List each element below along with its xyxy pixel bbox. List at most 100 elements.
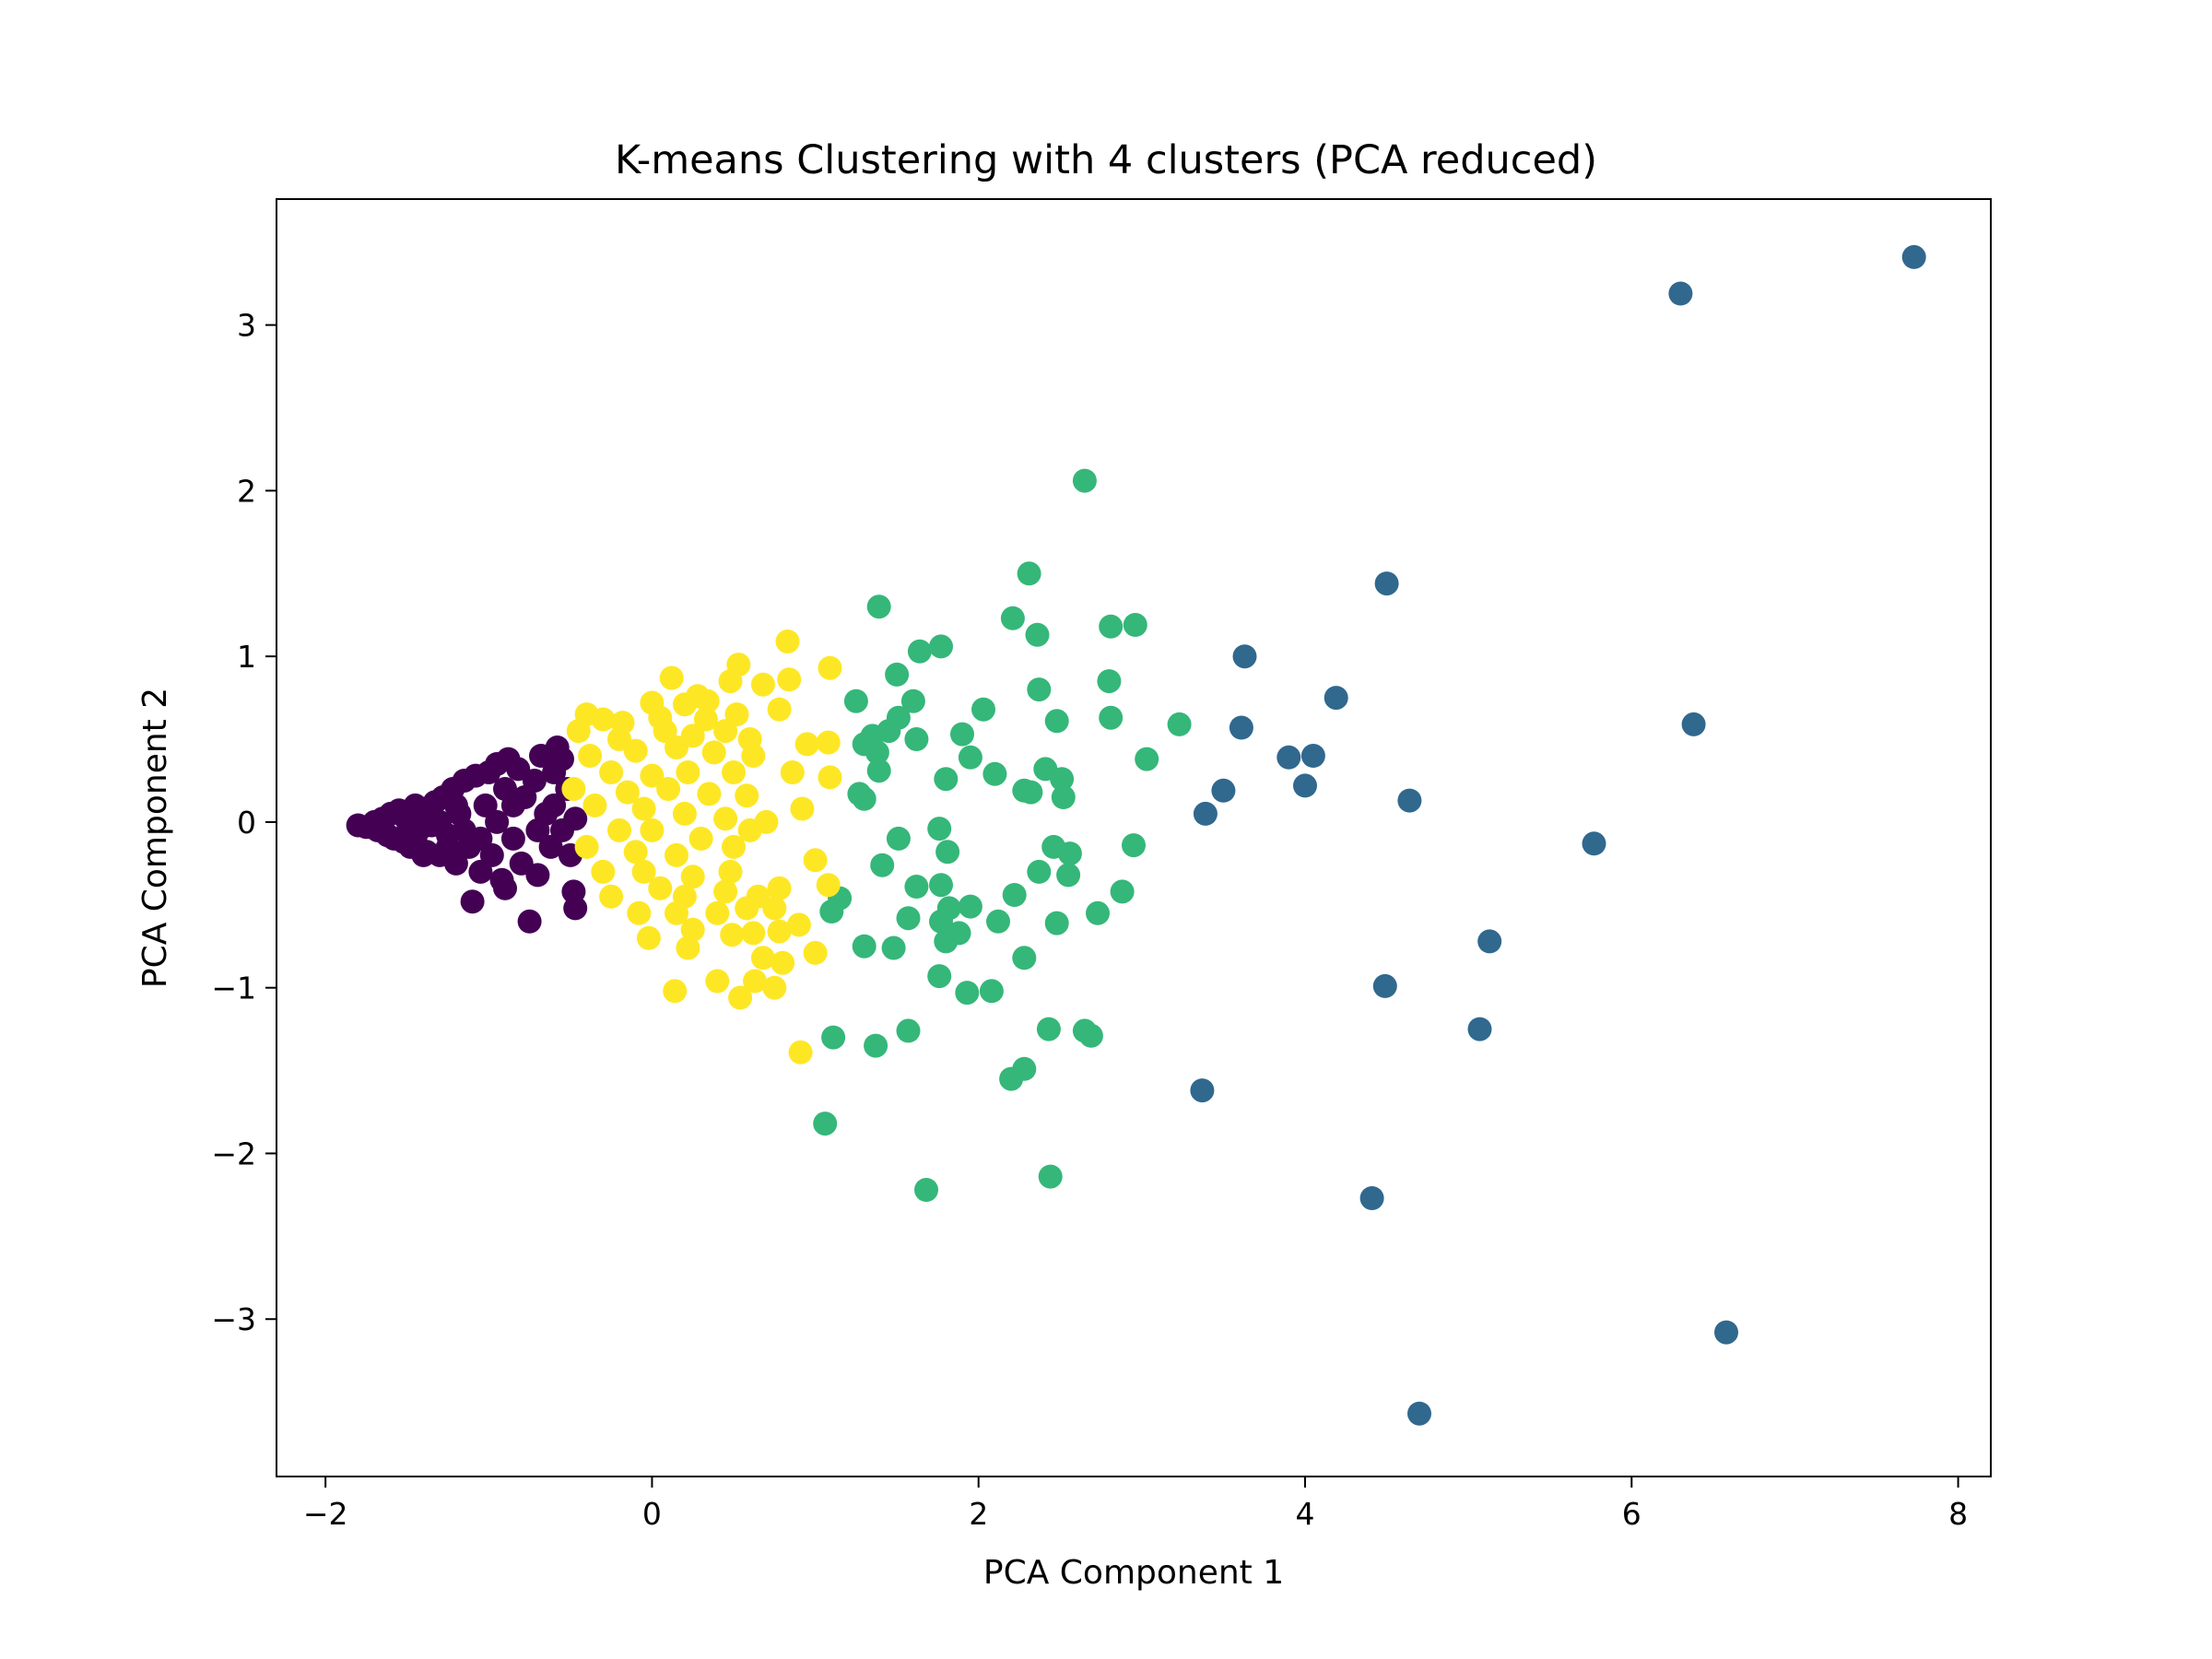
data-point [999,1066,1024,1091]
data-point [728,985,753,1010]
data-point [468,826,493,851]
data-point [813,1112,838,1136]
y-tick-label: 3 [237,308,256,344]
y-tick-label: 2 [237,473,256,509]
data-point [934,929,959,954]
data-point [735,783,759,808]
data-point [599,760,624,784]
data-point [1190,1078,1215,1103]
data-point [705,900,730,925]
data-point [665,735,688,759]
data-point [982,761,1007,786]
data-point [1027,859,1052,884]
x-tick-label: 2 [969,1496,988,1532]
data-point [693,707,718,732]
data-point [665,900,688,925]
data-point [1123,613,1147,637]
data-point [900,688,925,713]
data-point [777,667,802,692]
data-point [971,697,995,722]
data-point [443,793,468,818]
data-point [676,760,700,784]
data-point [934,767,959,792]
data-point [697,782,722,806]
data-point [640,763,665,788]
data-point [695,688,720,713]
data-point [929,634,953,659]
y-tick-label: 0 [237,805,256,841]
data-point [631,859,656,884]
data-point [1099,705,1124,730]
data-point [1407,1401,1431,1426]
x-axis-title: PCA Component 1 [983,1554,1284,1592]
y-tick-label: −1 [211,971,256,1006]
data-point [574,834,599,859]
data-point [1324,686,1348,711]
data-point [493,876,517,900]
data-point [599,884,624,909]
data-point [958,745,982,770]
data-point [665,842,688,867]
data-point [623,840,648,865]
data-point [1017,561,1041,586]
data-point [680,865,705,889]
data-point [821,1025,846,1050]
chart-title: K-means Clustering with 4 clusters (PCA … [615,137,1597,183]
data-point [794,732,819,757]
data-point [1025,622,1050,647]
data-point [680,917,705,942]
data-point [1050,767,1075,792]
data-point [950,722,974,747]
data-point [1057,841,1082,866]
data-point [865,740,889,765]
data-point [1027,677,1052,702]
data-point [886,826,911,851]
x-tick-label: 4 [1296,1496,1315,1532]
data-point [786,912,811,937]
x-axis-ticks: −2 0 2 4 6 8 [303,1477,1968,1532]
y-axis-ticks: −3 −2 −1 0 1 2 3 [211,308,276,1337]
data-point [788,1040,813,1065]
data-point [819,900,844,924]
data-point [818,655,842,680]
data-point [1038,1164,1063,1189]
data-point [866,594,891,619]
data-point [627,900,652,925]
data-point [741,921,766,946]
data-point [1359,1186,1384,1210]
data-point [750,672,775,697]
data-point [771,950,795,975]
data-point [566,719,591,744]
data-point [1056,863,1081,888]
data-point [1193,801,1218,826]
data-point [563,806,588,831]
data-point [1002,883,1027,907]
data-point [818,765,842,790]
y-tick-label: −2 [211,1135,256,1171]
data-point [1000,606,1025,630]
data-point [411,842,436,867]
data-point [735,896,759,921]
plot-frame [276,198,1992,1477]
data-point [1277,745,1301,770]
data-point [1372,973,1397,998]
data-point [1044,911,1069,935]
data-point [713,879,738,904]
data-point [904,875,929,899]
data-point [659,665,684,690]
data-point [591,707,616,732]
data-point [517,909,542,934]
data-point [870,853,895,877]
data-point [1110,879,1135,904]
data-point [1135,747,1159,771]
data-point [775,629,800,653]
data-point [688,826,713,851]
data-point [1229,715,1253,740]
data-point [718,859,743,884]
data-point [1397,788,1422,813]
data-point [767,919,792,944]
y-tick-label: −3 [211,1301,256,1337]
data-point [561,777,586,801]
data-point [816,730,841,755]
data-point [1099,614,1124,639]
